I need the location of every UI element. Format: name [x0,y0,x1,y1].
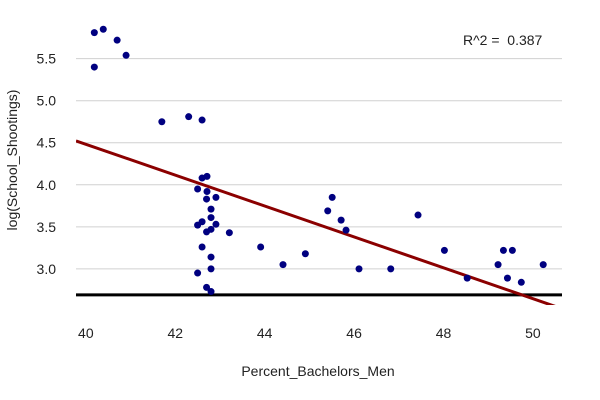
data-point [440,246,448,254]
r-squared-annotation: R^2 = 0.387 [463,32,543,48]
data-point [207,205,215,213]
data-point [207,253,215,261]
x-tick-label: 42 [167,325,183,341]
data-point [212,193,220,201]
data-point [198,116,206,124]
data-point [158,118,166,126]
x-axis-title: Percent_Bachelors_Men [241,363,394,379]
data-point [301,250,309,258]
grid-lines [76,58,562,270]
data-point [90,29,98,37]
data-point [203,228,211,236]
y-tick-labels: 3.0 3.5 4.0 4.5 5.0 5.5 [37,51,57,277]
data-point [198,218,206,226]
data-point [203,195,211,203]
data-point [122,51,130,59]
data-point [539,261,547,269]
data-point [324,207,332,215]
data-point [194,185,202,193]
data-point [203,172,211,180]
data-point [185,113,193,121]
data-point [508,246,516,254]
data-point [494,261,502,269]
data-point [207,265,215,273]
data-point [328,193,336,201]
y-tick-label: 5.5 [37,51,57,67]
data-point [99,25,107,33]
x-tick-label: 50 [525,325,541,341]
data-point [207,288,215,296]
data-point [279,261,287,269]
data-point [257,243,265,251]
y-axis-title: log(School_Shootings) [4,90,20,231]
data-point [463,274,471,282]
data-point [194,269,202,277]
data-point [90,63,98,71]
data-point [207,214,215,222]
data-point [113,36,121,44]
data-point [203,283,211,291]
y-tick-label: 3.0 [37,261,57,277]
x-tick-label: 44 [257,325,273,341]
x-tick-label: 40 [78,325,94,341]
y-tick-label: 4.0 [37,177,57,193]
data-point [414,211,422,219]
data-point [198,243,206,251]
y-tick-label: 5.0 [37,93,57,109]
data-point [212,220,220,228]
data-point [203,188,211,196]
data-point [225,229,233,237]
x-tick-label: 48 [436,325,452,341]
data-point [337,216,345,224]
data-point [387,265,395,273]
data-points [90,25,547,296]
data-point [499,246,507,254]
regression-line [76,139,556,305]
data-point [342,226,350,234]
y-tick-label: 4.5 [37,135,57,151]
x-tick-labels: 40 42 44 46 48 50 [78,325,541,341]
data-point [517,278,525,286]
data-point [503,274,511,282]
x-tick-label: 46 [346,325,362,341]
y-tick-label: 3.5 [37,219,57,235]
data-point [355,265,363,273]
